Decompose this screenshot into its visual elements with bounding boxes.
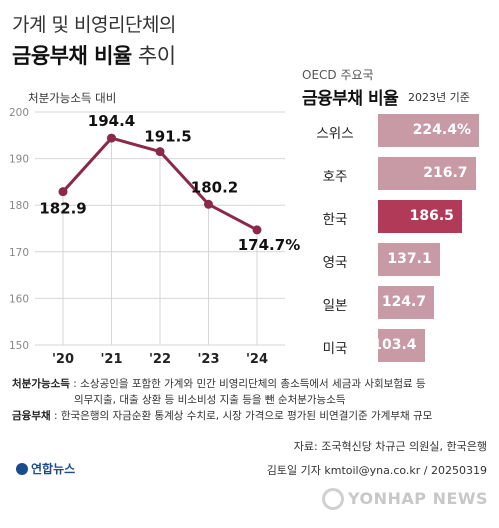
bar-value-label: 124.7 [381, 294, 427, 310]
line-chart-xticks: '20 '21 '22 '23 '24 [52, 352, 268, 367]
watermark-icon [322, 488, 344, 510]
reporter-credit: 김토일 기자 kmtoil@yna.co.kr / 20250319 [266, 464, 487, 477]
y-tick-label: 160 [9, 293, 29, 305]
line-point [155, 147, 165, 157]
x-tick-label: '23 [197, 352, 219, 367]
line-point [58, 187, 68, 197]
line-point [252, 225, 262, 235]
line-chart-ylabel: 처분가능소득 대비 [28, 91, 117, 105]
logo-text: 연합뉴스 [31, 462, 76, 476]
watermark: YONHAP NEWS [322, 488, 488, 510]
line-point [107, 133, 116, 143]
chart-title-light: 추이 [131, 44, 176, 68]
bar: 103.4 [372, 329, 425, 362]
bar: 224.4% [378, 114, 479, 147]
bar-value-label: 224.4% [412, 122, 471, 138]
y-tick-label: 200 [9, 107, 29, 119]
line-value-label: 182.9 [39, 200, 86, 218]
line-chart-yticks: 150 160 170 180 190 200 [9, 107, 29, 352]
bar-value-label: 137.1 [387, 251, 432, 267]
bar-category-label: 미국 [322, 341, 348, 357]
bar-chart-title: 금융부채 비율 [302, 89, 399, 109]
bar-value-label: 216.7 [423, 165, 468, 181]
bar-chart-subtitle: OECD 주요국 [302, 68, 374, 82]
bar: 124.7 [378, 286, 435, 319]
line-chart: 150 160 170 180 190 200 '20 '21 '22 '23 '24 182.9… [9, 107, 300, 367]
bar: 186.5 [378, 200, 462, 233]
bar: 216.7 [378, 157, 476, 190]
bar-category-label: 영국 [322, 255, 348, 271]
y-tick-label: 150 [9, 340, 29, 352]
line-value-labels: 182.9 194.4 191.5 180.2 174.7% [39, 112, 300, 254]
chart-title-line1: 가계 및 비영리단체의 [12, 14, 176, 36]
bar-value-label: 186.5 [409, 208, 454, 224]
x-tick-label: '24 [246, 352, 268, 367]
line-point [204, 199, 213, 209]
chart-title-line2: 금융부채 비율 추이 [12, 40, 176, 70]
bar-category-label: 한국 [322, 212, 348, 228]
note-text-2: : 한국은행의 자금순환 통계상 수치로, 시장 가격으로 평가된 비연결기준 … [50, 410, 433, 422]
line-value-label: 191.5 [144, 128, 191, 146]
bar-category-label: 스위스 [316, 126, 354, 142]
bar-category-label: 일본 [322, 298, 348, 314]
note-text-1: : 소상공인을 포함한 가계와 민간 비영리단체의 총소득에서 세금과 사회보험… [69, 378, 426, 390]
note-text-1b: 의무지출, 대출 상환 등 비소비성 지출 등을 뺀 순처분가능소득 [74, 394, 346, 406]
note-term-1: 처분가능소득 [12, 378, 70, 390]
bar-category-label: 호주 [322, 169, 348, 185]
line-points [58, 133, 262, 235]
logo-icon [16, 463, 28, 475]
line-value-label: 194.4 [88, 112, 135, 130]
notes: 처분가능소득 : 소상공인을 포함한 가계와 민간 비영리단체의 총소득에서 세… [12, 376, 492, 424]
source: 자료: 조국혁신당 차규근 의원실, 한국은행 [293, 440, 487, 453]
y-tick-label: 170 [9, 247, 29, 259]
x-tick-label: '20 [52, 352, 74, 367]
note-term-2: 금융부채 [12, 410, 51, 422]
line-chart-grid [35, 111, 285, 346]
bar-value-label: 103.4 [372, 337, 417, 353]
watermark-text: YONHAP NEWS [348, 489, 489, 508]
line-value-label: 180.2 [191, 178, 238, 196]
y-tick-label: 190 [9, 154, 29, 166]
y-tick-label: 180 [9, 200, 29, 212]
bar-chart-note: 2023년 기준 [408, 91, 470, 104]
bar: 137.1 [378, 243, 440, 276]
line-value-label: 174.7% [238, 236, 300, 254]
chart-title-bold: 금융부채 비율 [12, 44, 132, 68]
yonhap-logo: 연합뉴스 [16, 460, 75, 477]
x-tick-label: '22 [149, 352, 171, 367]
x-tick-label: '21 [100, 352, 122, 367]
